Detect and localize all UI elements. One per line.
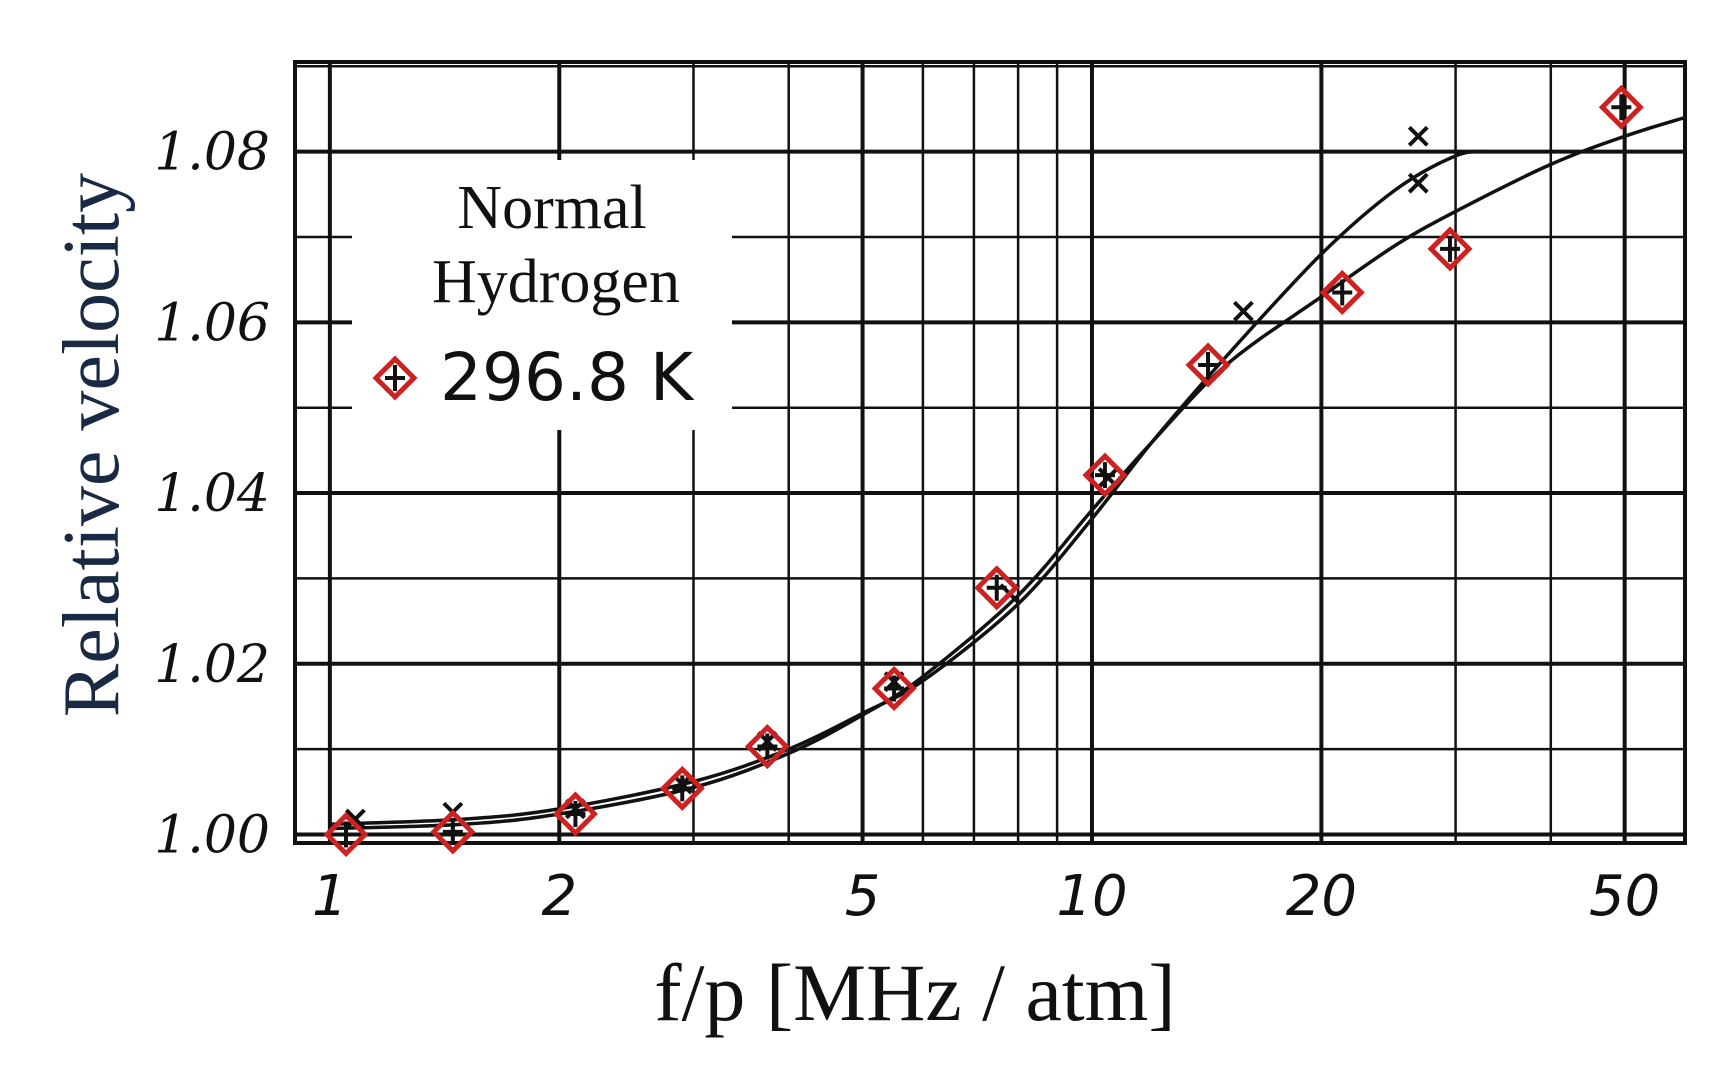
data-point-diamond — [1082, 452, 1128, 498]
data-point-cross — [344, 808, 366, 830]
data-point-diamond — [430, 809, 476, 855]
data-point-diamond — [1598, 84, 1644, 130]
data-point-diamond — [974, 565, 1020, 611]
diamond-shape — [871, 665, 917, 712]
diamond-shape — [659, 765, 705, 811]
y-tick-label: 1.02 — [154, 635, 270, 695]
fit-curve — [329, 115, 1686, 831]
y-tick-label: 1.06 — [154, 293, 270, 353]
x-tick-label: 1 — [312, 864, 348, 929]
diamond-shape — [974, 565, 1020, 611]
legend-marker-icon — [372, 355, 418, 401]
cross-stroke — [1407, 172, 1429, 194]
legend-diamond-marker — [372, 355, 418, 401]
data-point-diamond — [323, 811, 369, 858]
diamond-shape — [1427, 226, 1473, 272]
legend-title-line-1: Normal — [457, 174, 646, 242]
data-point-diamond — [871, 665, 917, 712]
legend-title-line-2: Hydrogen — [432, 248, 680, 316]
x-axis-label: f/p [MHz / atm] — [654, 947, 1175, 1038]
legend-background — [352, 160, 732, 430]
diamond-shape — [372, 355, 418, 401]
data-point-cross — [1407, 125, 1429, 147]
y-tick-label: 1.04 — [154, 464, 270, 524]
data-point-diamond — [1185, 342, 1231, 388]
x-tick-label: 2 — [541, 864, 577, 929]
diamond-shape — [552, 791, 598, 837]
grid — [295, 62, 1687, 843]
cross-stroke — [1232, 300, 1254, 322]
data-point-diamond — [744, 724, 790, 770]
diamond-shape — [323, 811, 369, 858]
y-tick-label: 1.08 — [154, 123, 270, 183]
x-tick-label: 20 — [1286, 864, 1357, 929]
diamond-shape — [744, 724, 790, 770]
data-point-diamond — [1427, 226, 1473, 272]
x-tick-label: 50 — [1589, 864, 1660, 929]
plot-frame — [293, 60, 1687, 845]
cross-stroke — [1097, 467, 1119, 489]
cross-stroke — [1407, 125, 1429, 147]
data-point-diamond — [659, 765, 705, 811]
diamond-shape — [430, 809, 476, 855]
data-point-diamond — [1319, 269, 1365, 315]
data-markers — [323, 84, 1644, 858]
y-tick-label: 1.00 — [154, 805, 270, 865]
data-point-diamond — [552, 791, 598, 837]
y-axis-label: Relative velocity — [48, 173, 136, 717]
diamond-shape — [1185, 342, 1231, 388]
diamond-shape — [1319, 269, 1365, 315]
diamond-shape — [1082, 452, 1128, 498]
x-tick-label: 5 — [845, 864, 881, 929]
x-tick-label: 10 — [1056, 864, 1127, 929]
cross-stroke — [344, 808, 366, 830]
legend: Normal Hydrogen 296.8 K — [352, 160, 732, 430]
legend-entry-label: 296.8 K — [440, 339, 695, 416]
diamond-shape — [1598, 84, 1644, 130]
tick-labels: 1.00 1.02 1.04 1.06 1.08 1 2 5 10 20 50 — [154, 123, 1660, 929]
data-point-cross — [1407, 172, 1429, 194]
data-point-cross — [1232, 300, 1254, 322]
